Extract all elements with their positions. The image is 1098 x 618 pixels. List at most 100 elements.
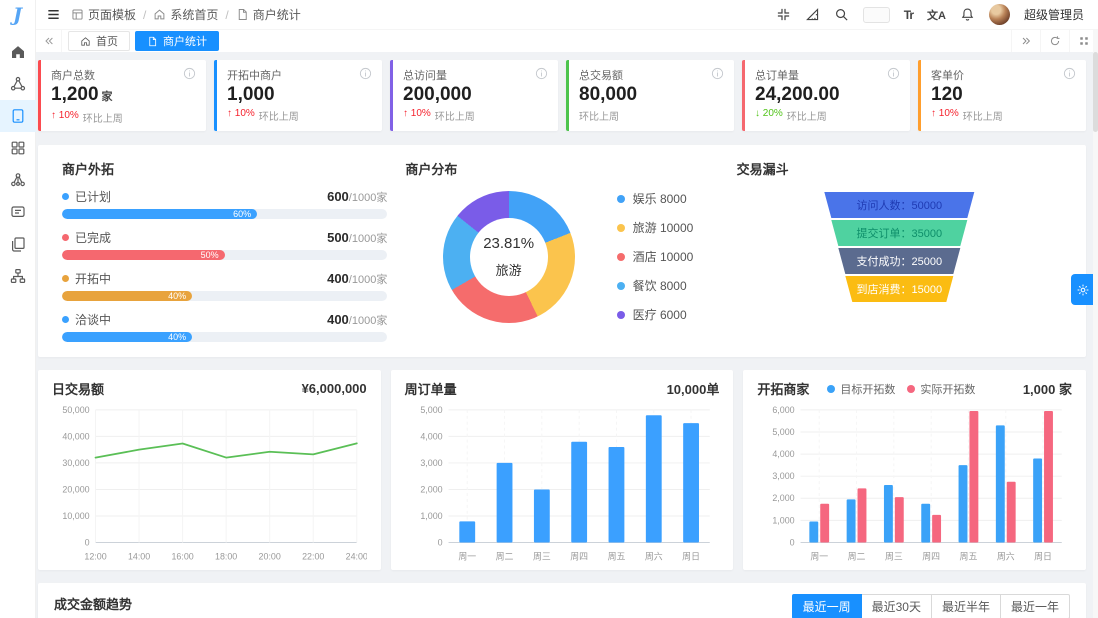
outreach-value: 400/1000家 — [327, 311, 388, 327]
legend-item[interactable]: 实际开拓数 — [907, 381, 975, 397]
info-icon[interactable] — [887, 67, 900, 83]
progress-fill: 60% — [62, 209, 258, 219]
sidebar-item-message[interactable] — [0, 196, 36, 228]
layout-icon — [71, 8, 84, 21]
breadcrumb-label: 商户统计 — [252, 8, 301, 22]
legend-item[interactable]: 医疗 6000 — [616, 306, 694, 323]
legend-item[interactable]: 目标开拓数 — [827, 381, 895, 397]
status-dot — [62, 316, 69, 323]
legend-dot — [616, 281, 625, 290]
outreach-label: 已计划 — [75, 190, 112, 204]
font-size-icon[interactable]: Tr — [903, 7, 914, 22]
ruler-icon[interactable] — [805, 7, 820, 22]
home-icon — [80, 36, 91, 47]
svg-text:2,000: 2,000 — [420, 484, 442, 494]
legend-label: 旅游 10000 — [632, 221, 694, 235]
funnel-stage: 提交订单：35000 — [831, 220, 968, 246]
tabs-scroll-left-icon[interactable] — [36, 30, 62, 52]
bar-chart: 0 1,000 2,000 3,000 4,000 5,000 周一 周二 周三 周四 周五 周六 周日 — [405, 400, 720, 568]
cluster-icon — [10, 172, 26, 188]
svg-text:周三: 周三 — [885, 551, 903, 561]
svg-text:1,000: 1,000 — [773, 515, 795, 525]
kpi-value: 200,000 — [403, 84, 472, 105]
sidebar-item-template[interactable] — [0, 100, 36, 132]
legend-item[interactable]: 餐饮 8000 — [616, 277, 694, 294]
svg-text:周四: 周四 — [923, 551, 941, 561]
svg-text:16:00: 16:00 — [171, 551, 193, 561]
fullscreen-icon[interactable] — [776, 7, 791, 22]
tab-首页[interactable]: 首页 — [68, 31, 130, 51]
range-button-最近30天[interactable]: 最近30天 — [860, 594, 932, 618]
legend-item[interactable]: 娱乐 8000 — [616, 190, 694, 207]
funnel-chart: 访问人数：50000 提交订单：35000 支付成功：25000 到店消费：15000 — [737, 192, 1062, 304]
kpi-card: 总访问量 200,000 ↑ 10% 环比上周 — [390, 60, 558, 131]
refresh-tab-icon[interactable] — [1040, 30, 1069, 52]
user-avatar[interactable] — [988, 4, 1010, 25]
range-button-最近半年[interactable]: 最近半年 — [930, 594, 1001, 618]
menu-collapse-icon[interactable] — [46, 7, 61, 22]
kpi-footer: ↑ 10% 环比上周 — [227, 108, 372, 123]
legend-dot — [907, 384, 916, 393]
progress-track: 40% — [62, 332, 388, 342]
breadcrumb-item[interactable]: 商户统计 — [236, 6, 301, 23]
svg-text:20,000: 20,000 — [62, 484, 89, 494]
info-icon[interactable] — [535, 67, 548, 83]
info-icon[interactable] — [183, 67, 196, 83]
svg-text:1,000: 1,000 — [420, 511, 442, 521]
card-total: ¥6,000,000 — [301, 381, 367, 396]
sidebar-item-documents[interactable] — [0, 228, 36, 260]
info-icon[interactable] — [711, 67, 724, 83]
dashboard-content: 商户总数 1,200 家 ↑ 10% 环比上周 开拓中商户 1,000 ↑ 10% 环比… — [36, 52, 1098, 618]
svg-text:周二: 周二 — [848, 551, 866, 561]
svg-text:40,000: 40,000 — [62, 431, 89, 441]
svg-text:22:00: 22:00 — [302, 551, 324, 561]
card-total: 1,000 家 — [1022, 382, 1072, 397]
breadcrumb-item[interactable]: 页面模板 — [71, 6, 136, 23]
sidebar-item-home[interactable] — [0, 36, 36, 68]
kpi-value: 1,200 家 — [51, 84, 113, 105]
notification-bell-icon[interactable] — [960, 7, 975, 22]
language-icon[interactable]: 文A — [927, 9, 946, 22]
info-icon[interactable] — [359, 67, 372, 83]
merchant-distribution-section: 商户分布 23.81% 旅游 娱乐 8000 旅游 10000 酒店 10000 餐饮… — [387, 159, 730, 345]
section-title: 成交金额趋势 — [54, 597, 133, 612]
overview-panel: 商户外拓 已计划 600/1000家 60% 已完成 500/1000家 50%… — [38, 145, 1086, 357]
kpi-card: 总订单量 24,200.00 ↓ 20% 环比上周 — [742, 60, 910, 131]
legend-item[interactable]: 酒店 10000 — [616, 248, 693, 265]
charts-row: 日交易额 ¥6,000,000 0 10,000 20,000 30,000 40,00… — [38, 370, 1086, 570]
outreach-progress-list: 已计划 600/1000家 60% 已完成 500/1000家 50% 开拓中 … — [62, 188, 388, 342]
tab-商户统计[interactable]: 商户统计 — [135, 31, 219, 51]
svg-text:14:00: 14:00 — [128, 551, 150, 561]
svg-text:18:00: 18:00 — [215, 551, 237, 561]
sidebar-item-sitemap[interactable] — [0, 260, 36, 292]
tabs-scroll-right-icon[interactable] — [1011, 30, 1040, 52]
sidebar-item-cluster[interactable] — [0, 164, 36, 196]
sidebar-item-deployment[interactable] — [0, 68, 36, 100]
svg-text:50,000: 50,000 — [62, 405, 89, 415]
breadcrumb-item[interactable]: 系统首页 — [153, 6, 218, 23]
scrollbar-thumb[interactable] — [1093, 52, 1098, 132]
tab-options-icon[interactable] — [1069, 30, 1098, 52]
funnel-stage: 访问人数：50000 — [824, 192, 975, 218]
svg-text:10,000: 10,000 — [62, 511, 89, 521]
search-icon[interactable] — [834, 7, 849, 22]
trend-up-arrow: ↑ 10% — [51, 110, 79, 121]
grouped-bar-chart: 0 1,000 2,000 3,000 4,000 5,000 6,000 周一 周二 周三 周四 周… — [757, 400, 1072, 568]
scrollbar[interactable] — [1093, 30, 1098, 618]
range-button-最近一年[interactable]: 最近一年 — [999, 594, 1070, 618]
outreach-label: 已完成 — [75, 231, 112, 245]
svg-text:12:00: 12:00 — [84, 551, 106, 561]
svg-text:0: 0 — [437, 537, 442, 547]
range-button-最近一周[interactable]: 最近一周 — [791, 594, 862, 618]
legend-item[interactable]: 旅游 10000 — [616, 219, 694, 236]
tab-bar: 首页 商户统计 — [36, 30, 1098, 52]
theme-settings-button[interactable] — [1071, 274, 1095, 305]
info-icon[interactable] — [1063, 67, 1076, 83]
app-logo[interactable]: J — [13, 4, 22, 26]
user-name[interactable]: 超级管理员 — [1023, 8, 1084, 22]
funnel-stage: 到店消费：15000 — [845, 276, 954, 302]
tab-bar-controls — [1011, 30, 1098, 52]
donut-center: 23.81% 旅游 — [469, 217, 548, 296]
kpi-title: 总交易额 — [579, 70, 623, 82]
sidebar-item-appstore[interactable] — [0, 132, 36, 164]
